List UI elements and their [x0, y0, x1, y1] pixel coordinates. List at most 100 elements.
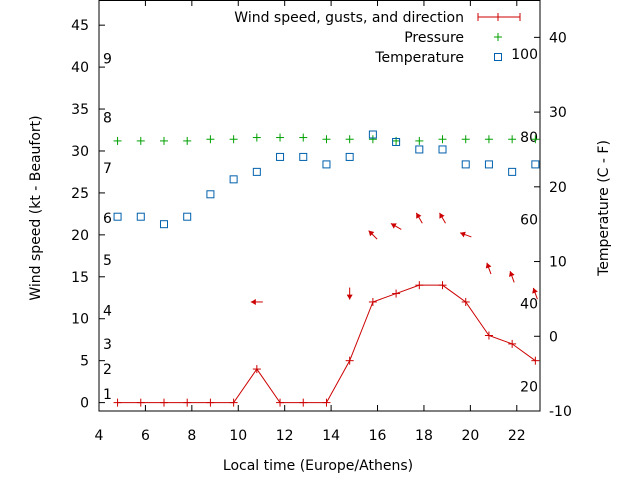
beaufort-label: 8: [103, 110, 112, 126]
wind-speed-line: [117, 284, 536, 404]
pressure-point: [276, 133, 285, 142]
beaufort-label: 9: [103, 52, 112, 68]
wind-speed-point: [484, 331, 493, 340]
wind-speed-point: [322, 398, 331, 407]
temperature-point: [508, 167, 517, 176]
temperature-point: [461, 160, 470, 169]
temperature-point: [229, 175, 238, 184]
pressure-point: [531, 135, 540, 144]
wind-direction-arrow: [346, 287, 353, 300]
x-tick-label: 10: [229, 428, 247, 444]
temperature-point: [136, 212, 145, 221]
x-tick-label: 6: [141, 428, 150, 444]
axes-layer: 4 6 8 10 12 14 16 18 20 22051015202530354045-1001…: [71, 0, 572, 444]
beaufort-label: 3: [103, 337, 112, 353]
temperature-point: [299, 152, 308, 161]
fahrenheit-label: 60: [520, 213, 538, 229]
wind-speed-point: [229, 398, 238, 407]
beaufort-label: 4: [103, 303, 112, 319]
temperature-point: [276, 152, 285, 161]
pressure-point: [299, 133, 308, 142]
temperature-point: [531, 160, 540, 169]
x-tick-label: 4: [95, 428, 104, 444]
pressure-point: [252, 133, 261, 142]
pressure-point: [206, 135, 215, 144]
wind-direction-arrow: [250, 298, 263, 305]
pressure-point: [229, 135, 238, 144]
temperature-point: [368, 130, 377, 139]
x-tick-label: 16: [369, 428, 387, 444]
pressure-point: [438, 135, 447, 144]
pressure-point: [461, 135, 470, 144]
temperature-point: [438, 145, 447, 154]
pressure-point: [368, 135, 377, 144]
beaufort-label: 1: [103, 387, 112, 403]
wind-speed-point: [415, 281, 424, 290]
temperature-point: [322, 160, 331, 169]
y-right-axis-label: Temperature (C - F): [596, 140, 612, 277]
pressure-point: [484, 135, 493, 144]
pressure-point: [345, 135, 354, 144]
y-right-tick-label: 40: [549, 30, 567, 46]
temperature-point: [252, 167, 261, 176]
x-tick-label: 14: [322, 428, 340, 444]
y-left-tick-label: 5: [80, 354, 89, 370]
wind-speed-point: [183, 398, 192, 407]
legend-swatch-marker: [494, 33, 502, 41]
x-tick-label: 18: [415, 428, 433, 444]
temperature-point: [392, 137, 401, 146]
temperature-point: [206, 190, 215, 199]
y-left-tick-label: 20: [71, 228, 89, 244]
wind-speed-point: [159, 398, 168, 407]
y-left-tick-label: 10: [71, 312, 89, 328]
wind-direction-arrow: [390, 223, 402, 230]
pressure-point: [183, 136, 192, 145]
x-tick-label: 22: [508, 428, 526, 444]
temperature-point: [113, 212, 122, 221]
plot-frame: [98, 0, 541, 412]
fahrenheit-label: 80: [520, 130, 538, 146]
temperature-point: [484, 160, 493, 169]
wind-direction-arrow: [532, 287, 538, 300]
fahrenheit-label: 40: [520, 296, 538, 312]
legend: Wind speed, gusts, and direction Pressure…: [234, 10, 521, 66]
y-left-tick-label: 35: [71, 102, 89, 118]
series-layer: [113, 130, 540, 407]
wind-speed-point: [508, 339, 517, 348]
wind-direction-arrow: [439, 212, 446, 224]
legend-label: Wind speed, gusts, and direction: [234, 10, 464, 26]
wind-speed-point: [438, 281, 447, 290]
y-left-axis-label: Wind speed (kt - Beaufort): [28, 115, 44, 300]
x-tick-label: 20: [461, 428, 479, 444]
pressure-point: [415, 136, 424, 145]
wind-speed-point: [276, 398, 285, 407]
temperature-point: [159, 220, 168, 229]
wind-speed-point: [136, 398, 145, 407]
fahrenheit-label: 100: [511, 47, 538, 63]
y-left-tick-label: 15: [71, 270, 89, 286]
wind-speed-point: [392, 289, 401, 298]
pressure-point: [159, 136, 168, 145]
wind-direction-arrow: [485, 262, 492, 275]
beaufort-label: 7: [103, 161, 112, 177]
beaufort-label: 5: [103, 253, 112, 269]
wind-speed-point: [461, 297, 470, 306]
y-left-tick-label: 25: [71, 186, 89, 202]
x-tick-label: 12: [276, 428, 294, 444]
y-left-tick-label: 40: [71, 60, 89, 76]
wind-speed-point: [299, 398, 308, 407]
y-right-tick-label: 10: [549, 255, 567, 271]
pressure-point: [508, 135, 517, 144]
y-right-tick-label: -10: [549, 404, 572, 420]
y-right-tick-label: 30: [549, 105, 567, 121]
legend-label: Temperature: [374, 50, 464, 66]
temperature-point: [345, 152, 354, 161]
y-left-tick-label: 45: [71, 18, 89, 34]
wind-speed-point: [368, 297, 377, 306]
wind-direction-arrow: [368, 230, 378, 240]
y-right-tick-label: 0: [549, 329, 558, 345]
legend-label: Pressure: [404, 30, 464, 46]
temperature-point: [183, 212, 192, 221]
legend-swatch-marker: [494, 53, 502, 61]
